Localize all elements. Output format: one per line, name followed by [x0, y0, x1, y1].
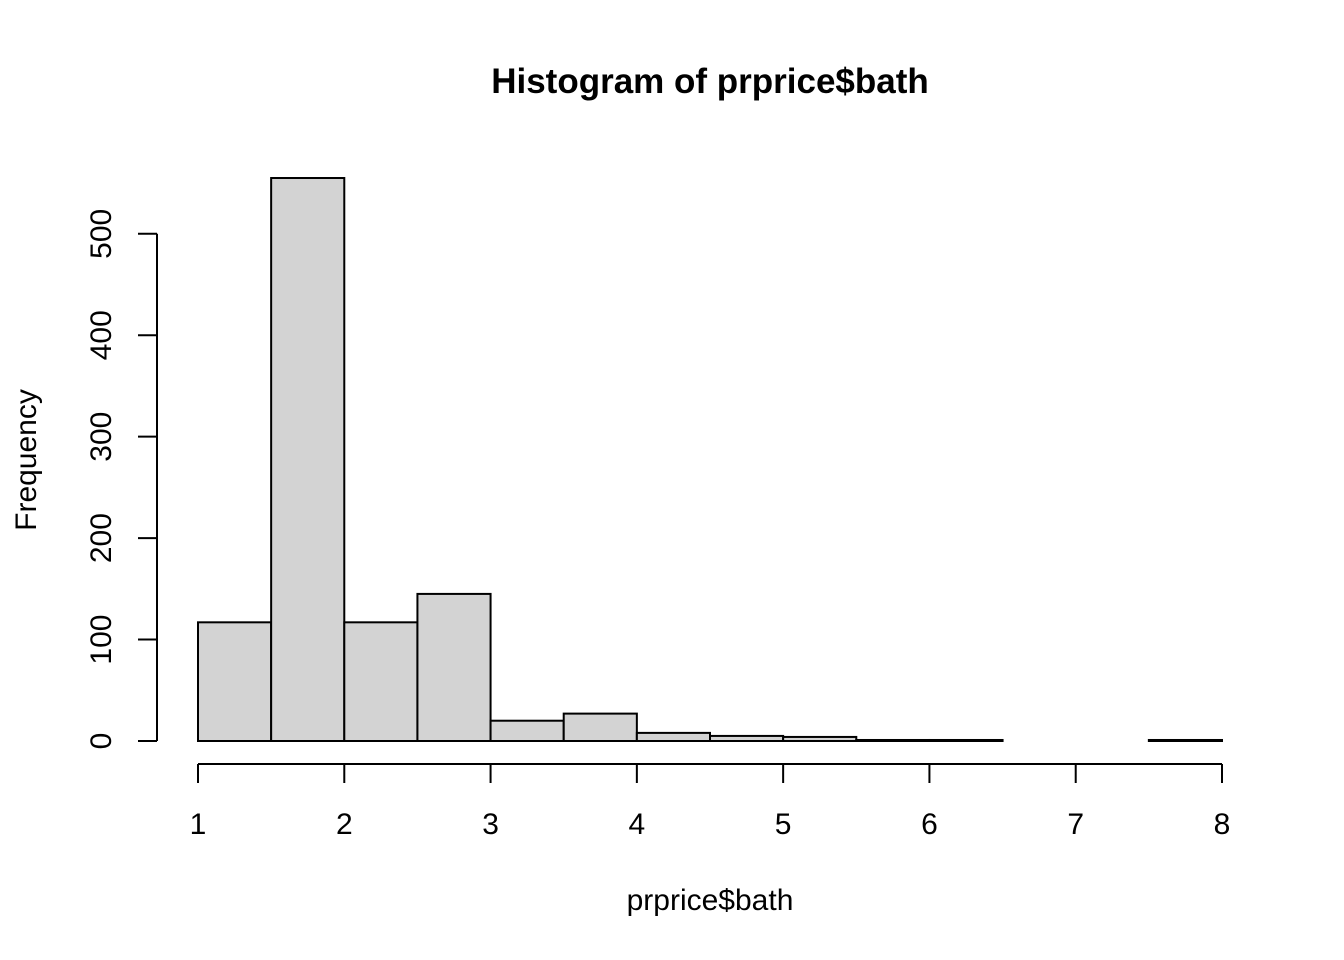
x-axis: 1 2 3 4 5 6 7 8 [190, 763, 1231, 841]
y-axis: 0 100 200 300 400 500 [85, 209, 158, 750]
y-tick-label: 100 [85, 615, 118, 665]
x-tick-label: 6 [921, 808, 938, 841]
x-tick-label: 7 [1067, 808, 1084, 841]
y-tick-label: 200 [85, 513, 118, 563]
histogram-bar [928, 738, 1004, 742]
x-tick-label: 1 [190, 808, 207, 841]
histogram-bar [197, 621, 273, 742]
histogram-bar [1147, 738, 1224, 742]
histogram-bar [343, 621, 419, 742]
x-axis-label: prprice$bath [627, 884, 794, 917]
x-tick-label: 3 [482, 808, 499, 841]
x-tick-label: 5 [775, 808, 792, 841]
chart-title: Histogram of prprice$bath [491, 62, 929, 101]
histogram-bar [635, 731, 711, 743]
histogram-bar [489, 719, 565, 742]
histogram-bar [270, 177, 346, 742]
y-tick-label: 400 [85, 310, 118, 360]
histogram-bars [197, 177, 1224, 743]
y-axis-label: Frequency [10, 389, 43, 531]
histogram-bar [855, 738, 931, 742]
histogram-bar [709, 734, 785, 742]
y-tick-label: 500 [85, 209, 118, 259]
x-tick-label: 2 [336, 808, 353, 841]
histogram-bar [416, 592, 492, 742]
histogram-bar [782, 735, 858, 742]
y-tick-label: 300 [85, 412, 118, 462]
x-tick-label: 8 [1214, 808, 1231, 841]
x-tick-label: 4 [629, 808, 646, 841]
histogram-bar [562, 712, 638, 743]
y-tick-label: 0 [85, 733, 118, 750]
